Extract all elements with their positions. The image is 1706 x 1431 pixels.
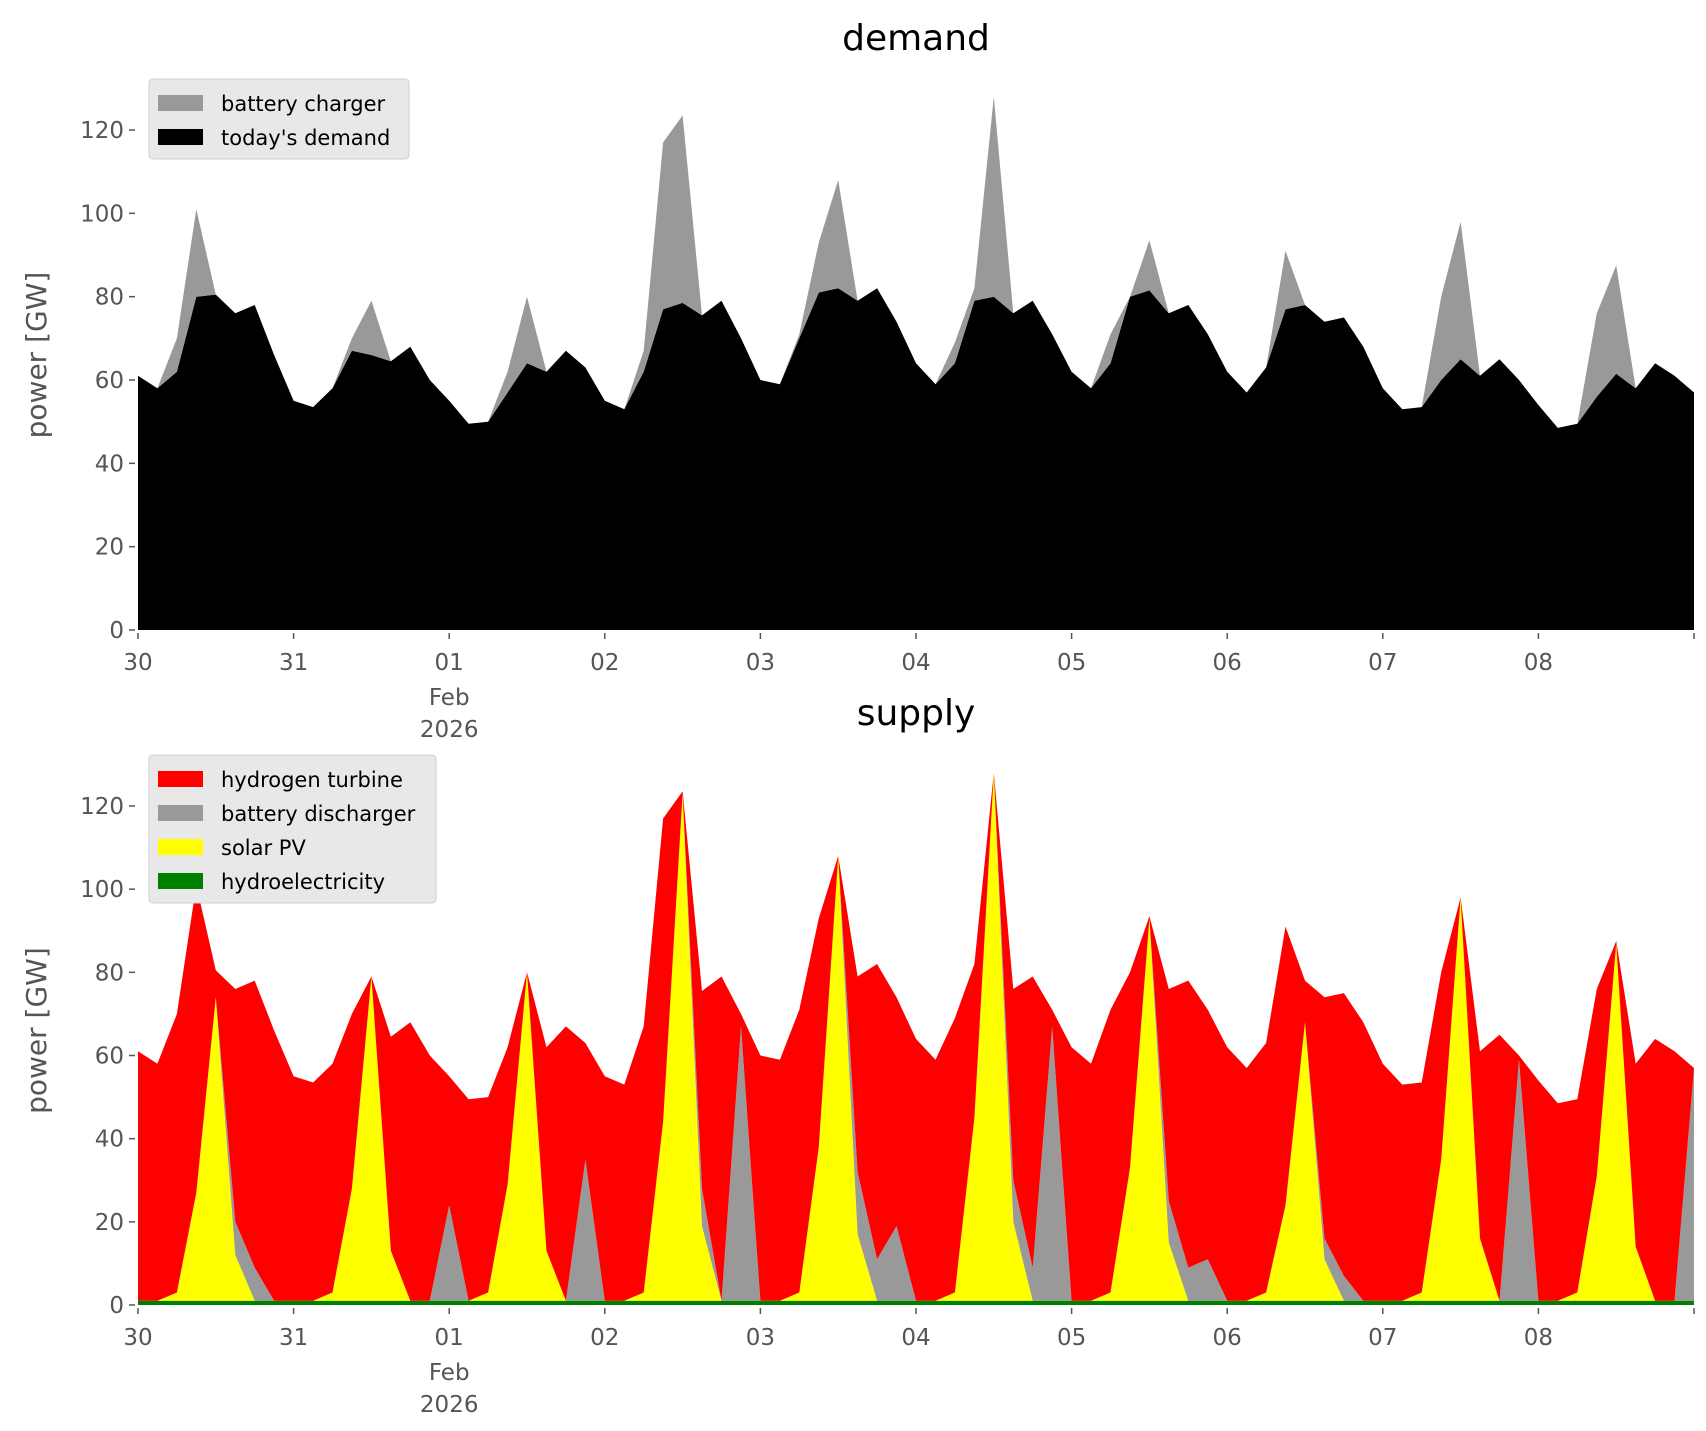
area-hydrogen-turbine — [138, 772, 1694, 1301]
y-tick-label: 60 — [95, 1044, 124, 1070]
x-tick-label: 07 — [1368, 1325, 1397, 1351]
legend-label: battery charger — [221, 92, 386, 116]
y-tick-label: 0 — [109, 1293, 124, 1319]
legend-label: hydroelectricity — [221, 870, 385, 894]
x-tick-label: 31 — [279, 1325, 308, 1351]
legend-swatch — [158, 839, 203, 855]
legend-swatch — [158, 805, 203, 821]
x-tick-label: 03 — [746, 650, 775, 676]
x-tick-month: Feb — [429, 685, 470, 711]
y-tick-label: 120 — [80, 118, 124, 144]
legend-swatch — [158, 873, 203, 889]
legend-label: solar PV — [221, 836, 306, 860]
x-tick-year: 2026 — [420, 1392, 479, 1418]
y-axis-label: power [GW] — [20, 947, 53, 1114]
y-tick-label: 60 — [95, 368, 124, 394]
y-tick-label: 100 — [80, 201, 124, 227]
legend-swatch — [158, 771, 203, 787]
x-tick-label: 31 — [279, 650, 308, 676]
x-tick-label: 03 — [746, 1325, 775, 1351]
y-tick-label: 40 — [95, 451, 124, 477]
legend-box — [148, 78, 410, 160]
x-tick-label: 30 — [123, 650, 152, 676]
y-tick-label: 80 — [95, 285, 124, 311]
x-tick-label: 04 — [901, 1325, 930, 1351]
area-battery-charger — [138, 96, 1694, 428]
x-tick-month: Feb — [429, 1360, 470, 1386]
area-today-s-demand — [138, 288, 1694, 630]
x-tick-label: 06 — [1213, 1325, 1242, 1351]
legend-swatch — [158, 129, 203, 145]
y-tick-label: 0 — [109, 618, 124, 644]
x-tick-label: 08 — [1524, 650, 1553, 676]
y-tick-label: 40 — [95, 1127, 124, 1153]
y-tick-label: 100 — [80, 877, 124, 903]
x-tick-label: 06 — [1213, 650, 1242, 676]
y-tick-label: 80 — [95, 960, 124, 986]
y-axis-label: power [GW] — [20, 272, 53, 439]
area-solar-pv — [138, 772, 1694, 1301]
legend: battery charger today's demand — [148, 78, 410, 160]
x-tick-label: 07 — [1368, 650, 1397, 676]
y-tick-label: 120 — [80, 794, 124, 820]
x-tick-label: 05 — [1057, 1325, 1086, 1351]
legend-label: today's demand — [221, 126, 390, 150]
area-hydroelectricity — [138, 1300, 1694, 1305]
x-tick-label: 05 — [1057, 650, 1086, 676]
x-tick-year: 2026 — [420, 717, 479, 743]
x-tick-label: 30 — [123, 1325, 152, 1351]
legend-box — [148, 754, 437, 904]
y-tick-label: 20 — [95, 535, 124, 561]
x-tick-label: 08 — [1524, 1325, 1553, 1351]
x-tick-label: 01 — [435, 650, 464, 676]
x-tick-label: 01 — [435, 1325, 464, 1351]
chart-title: demand — [842, 18, 990, 59]
x-tick-label: 02 — [590, 650, 619, 676]
y-tick-label: 20 — [95, 1210, 124, 1236]
legend: hydrogen turbine battery discharger solar … — [148, 754, 437, 904]
legend-label: hydrogen turbine — [221, 768, 403, 792]
chart-title: supply — [857, 693, 976, 734]
legend-label: battery discharger — [221, 802, 416, 826]
x-tick-label: 02 — [590, 1325, 619, 1351]
x-tick-label: 04 — [901, 650, 930, 676]
legend-swatch — [158, 95, 203, 111]
